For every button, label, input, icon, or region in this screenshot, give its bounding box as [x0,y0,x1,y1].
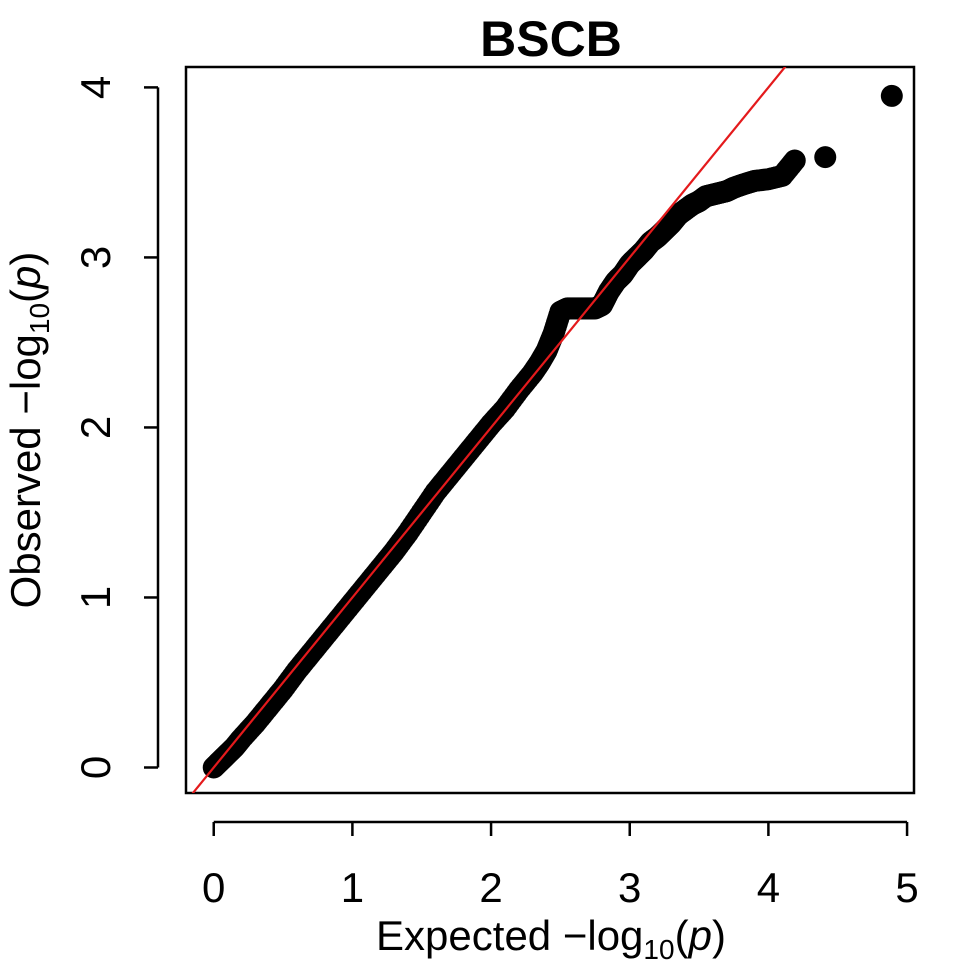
y-tick-label: 1 [72,586,119,609]
reference-line [191,67,787,793]
y-tick-label: 2 [72,416,119,439]
data-point [880,84,903,107]
data-point [814,146,837,169]
x-axis: 0 1 2 3 4 5 [202,820,919,911]
y-tick-label: 3 [72,246,119,269]
x-tick-label: 3 [618,864,641,911]
data-points [202,84,903,779]
y-axis: 0 1 2 3 4 [72,76,160,779]
x-axis-label: Expected −log10(p) [376,912,726,965]
y-tick-label: 4 [72,76,119,99]
y-tick-label: 0 [72,756,119,779]
x-tick-label: 1 [341,864,364,911]
x-tick-label: 4 [757,864,780,911]
plot-frame [184,65,916,795]
chart-title: BSCB [480,11,622,67]
data-point [783,149,806,172]
x-tick-label: 2 [479,864,502,911]
x-tick-label: 5 [895,864,918,911]
y-axis-label: Observed −log10(p) [2,252,55,609]
x-tick-label: 0 [202,864,225,911]
